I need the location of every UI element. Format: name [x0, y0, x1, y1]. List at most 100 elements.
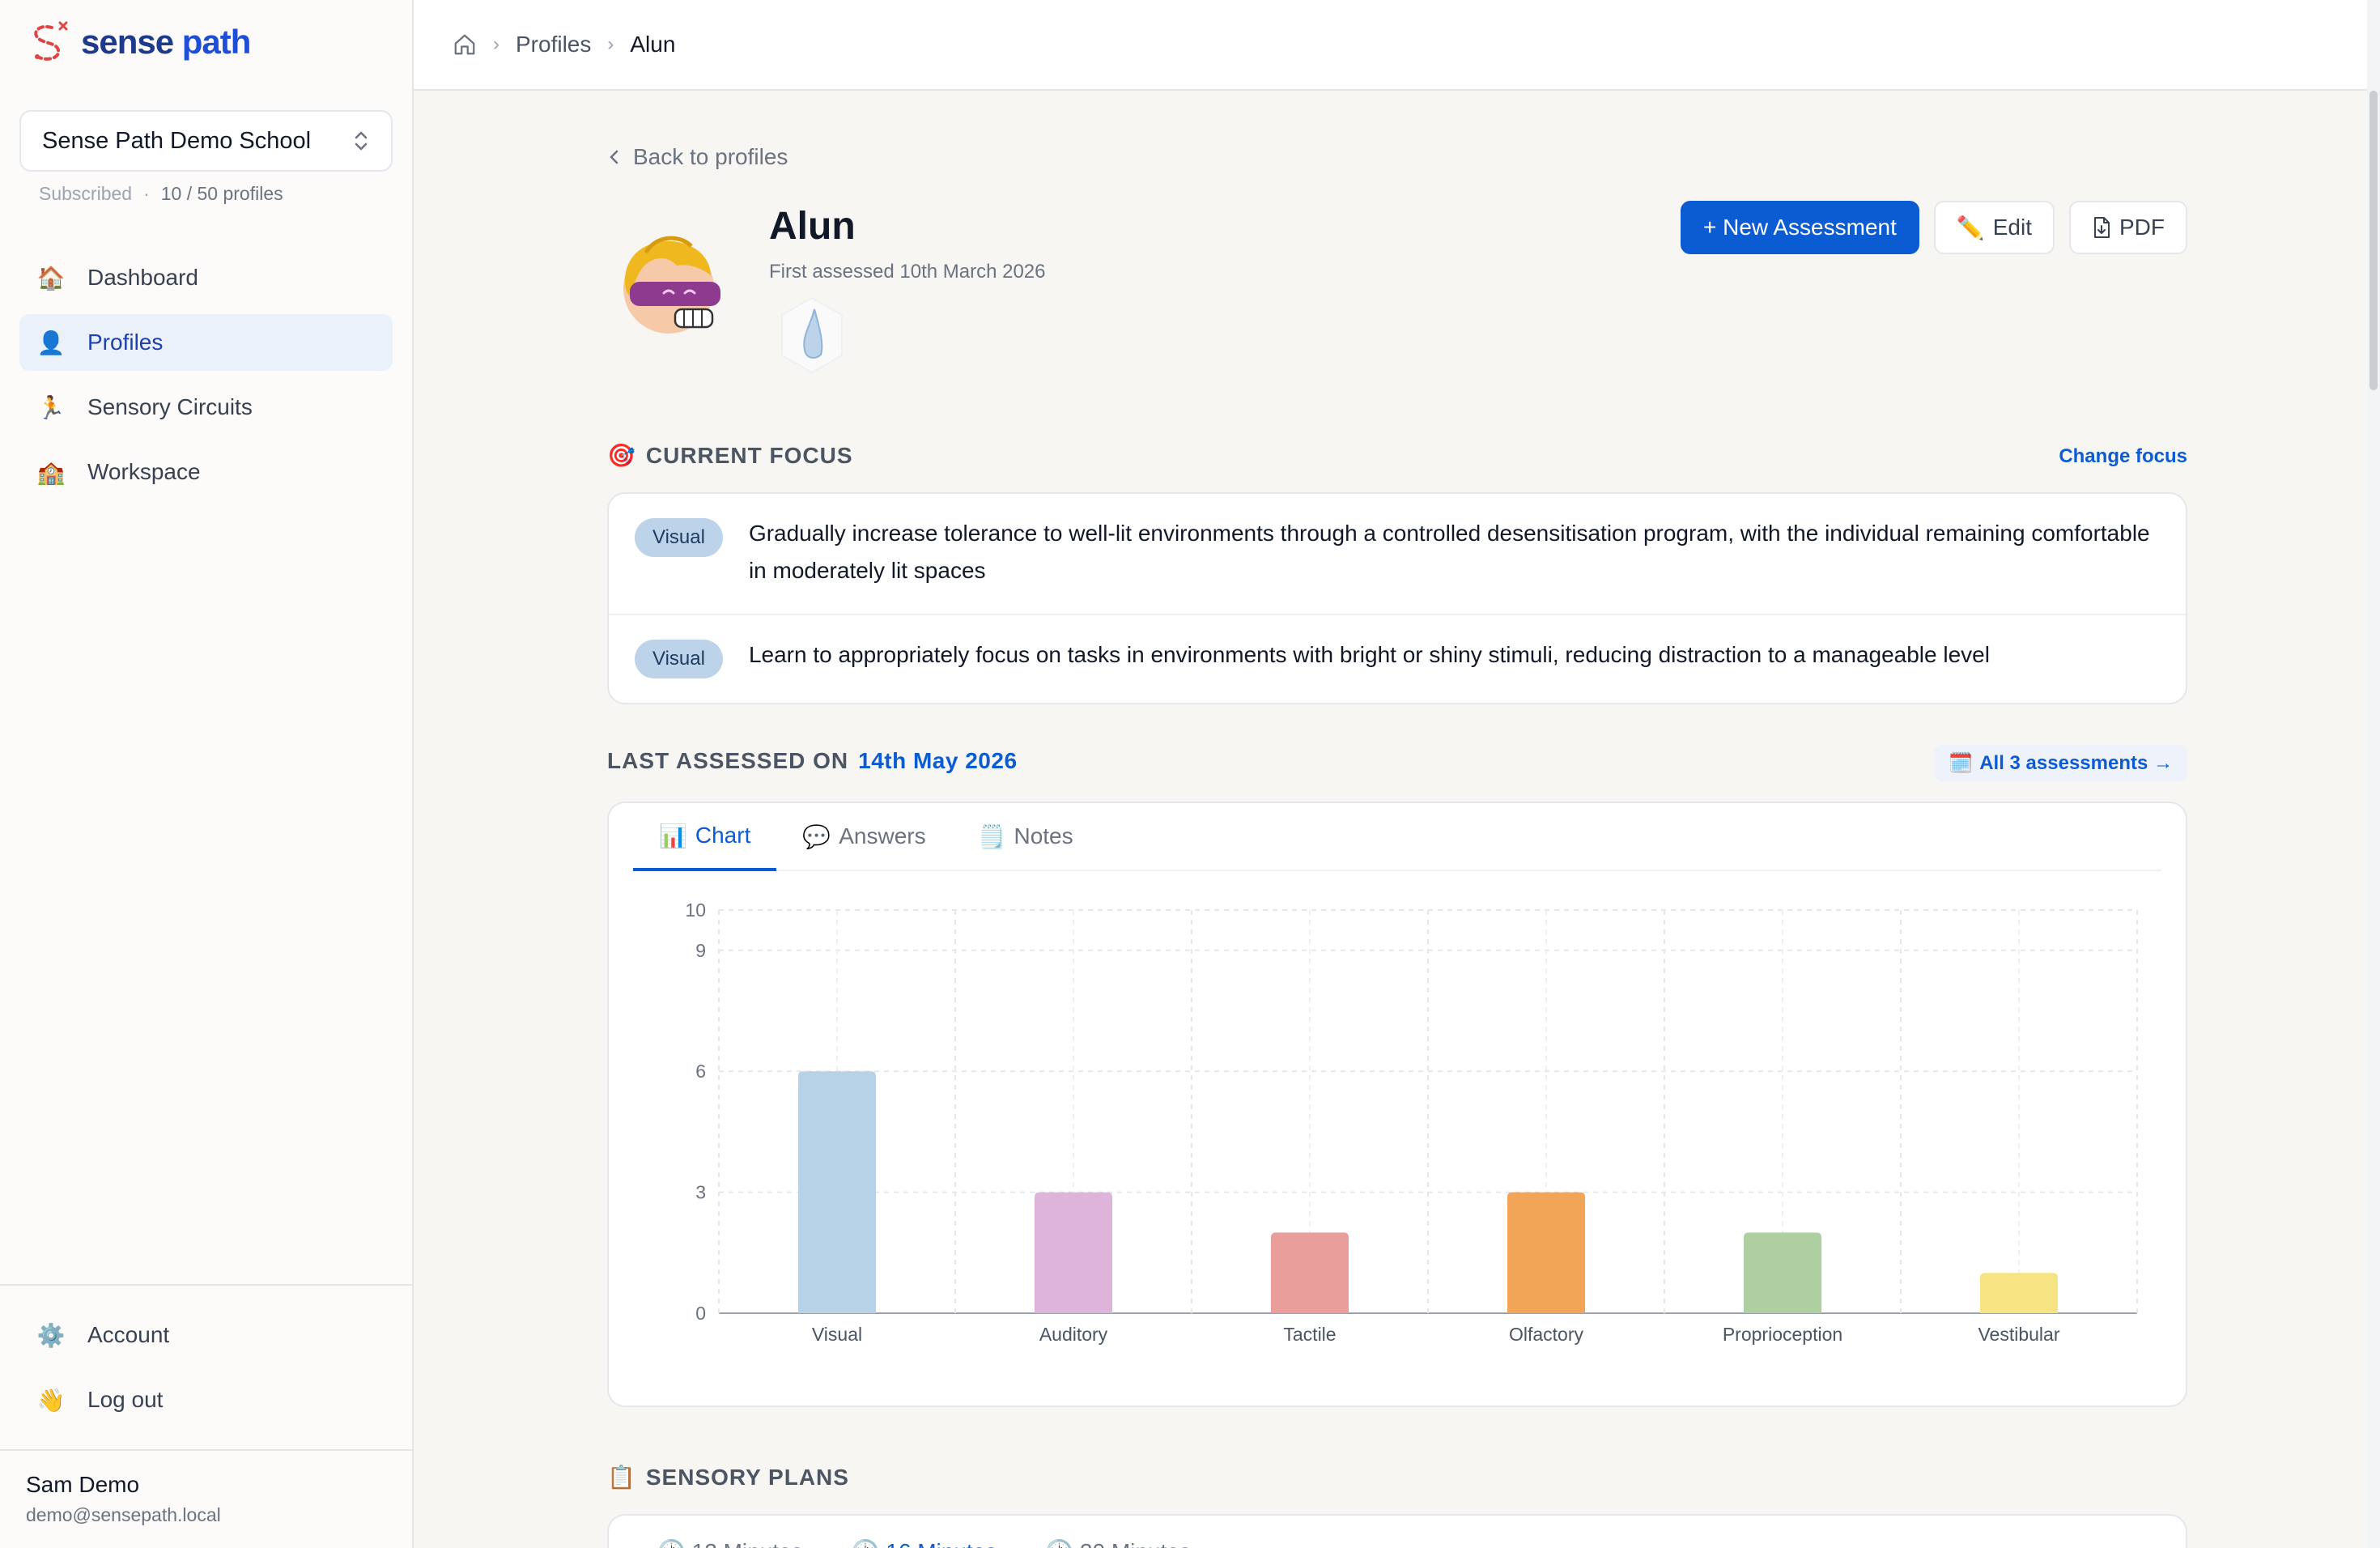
nav-label: Sensory Circuits	[87, 394, 253, 419]
current-focus-heading: 🎯 CURRENT FOCUS	[607, 442, 853, 469]
focus-tag: Visual	[635, 518, 723, 557]
breadcrumb-current: Alun	[630, 32, 676, 57]
chevron-right-icon: ›	[493, 33, 499, 55]
runner-icon: 🏃	[36, 394, 66, 420]
nav-item-logout[interactable]: 👋 Log out	[19, 1372, 393, 1428]
focus-item: Visual Learn to appropriately focus on t…	[609, 614, 2186, 703]
tab-label: Notes	[1014, 823, 1073, 848]
last-assessed-date: 14th May 2026	[858, 748, 1018, 773]
nav-item-dashboard[interactable]: 🏠 Dashboard	[19, 249, 393, 306]
y-tick-label: 10	[685, 899, 706, 921]
edit-label: Edit	[1992, 215, 2032, 240]
nav-item-workspace[interactable]: 🏫 Workspace	[19, 444, 393, 500]
bar-auditory[interactable]	[1035, 1192, 1112, 1313]
bar-proprioception[interactable]	[1744, 1232, 1821, 1313]
main-nav: 🏠 Dashboard 👤 Profiles 🏃 Sensory Circuit…	[19, 249, 393, 508]
home-icon[interactable]	[453, 32, 477, 57]
all-assessments-link[interactable]: 🗓️ All 3 assessments →	[1934, 745, 2187, 781]
pencil-icon: ✏️	[1956, 215, 1985, 240]
y-tick-label: 9	[695, 940, 706, 961]
chevron-up-down-icon	[355, 131, 368, 151]
back-label: Back to profiles	[633, 144, 788, 169]
plan-tab-20[interactable]: 🕐 20 Minutes	[1045, 1538, 1191, 1548]
sensory-plans-heading: 📋 SENSORY PLANS	[607, 1464, 849, 1491]
nav-label: Log out	[87, 1387, 164, 1412]
y-tick-label: 0	[695, 1303, 706, 1324]
breadcrumb-profiles[interactable]: Profiles	[516, 32, 592, 57]
focus-item: Visual Gradually increase tolerance to w…	[609, 494, 2186, 614]
x-tick-label: Olfactory	[1509, 1324, 1584, 1345]
x-tick-label: Proprioception	[1723, 1324, 1842, 1345]
school-selector[interactable]: Sense Path Demo School	[19, 110, 393, 172]
last-assessed-prefix: LAST ASSESSED ON	[607, 748, 849, 773]
sensory-plans-card: 🕐 12 Minutes 🕐 16 Minutes 🕐 20 Minutes	[607, 1514, 2187, 1548]
x-tick-label: Auditory	[1039, 1324, 1108, 1345]
school-name: Sense Path Demo School	[42, 127, 312, 154]
user-name: Sam Demo	[26, 1472, 140, 1497]
focus-card: Visual Gradually increase tolerance to w…	[607, 492, 2187, 704]
first-assessed-date: First assessed 10th March 2026	[769, 261, 1046, 283]
focus-text: Learn to appropriately focus on tasks in…	[748, 642, 1990, 667]
tab-label: Answers	[839, 823, 926, 848]
speech-bubble-icon: 💬	[802, 823, 831, 849]
edit-button[interactable]: ✏️ Edit	[1933, 201, 2055, 254]
breadcrumb: › Profiles › Alun	[414, 0, 2380, 91]
assessment-tabs: 📊 Chart 💬 Answers 🗒️ Notes	[633, 803, 2161, 871]
plan-tab-12[interactable]: 🕐 12 Minutes	[657, 1538, 803, 1548]
subscription-info: Subscribed · 10 / 50 profiles	[39, 183, 283, 205]
scrollbar-thumb[interactable]	[2369, 91, 2378, 390]
change-focus-link[interactable]: Change focus	[2059, 445, 2187, 467]
school-icon: 🏫	[36, 459, 66, 485]
wave-icon: 👋	[36, 1387, 66, 1413]
notepad-icon: 🗒️	[977, 823, 1006, 849]
tab-chart[interactable]: 📊 Chart	[633, 803, 777, 871]
last-assessed-heading: LAST ASSESSED ON 14th May 2026	[607, 748, 1018, 774]
chevron-right-icon: ›	[607, 33, 614, 55]
pdf-button[interactable]: PDF	[2069, 201, 2187, 254]
y-tick-label: 6	[695, 1061, 706, 1082]
plan-duration-tabs: 🕐 12 Minutes 🕐 16 Minutes 🕐 20 Minutes	[609, 1516, 2186, 1548]
focus-tag: Visual	[635, 640, 723, 678]
profile-actions: + New Assessment ✏️ Edit PDF	[1681, 201, 2187, 254]
scrollbar[interactable]	[2367, 0, 2380, 1548]
user-email: demo@sensepath.local	[26, 1504, 221, 1525]
focus-text: Gradually increase tolerance to well-lit…	[748, 521, 2150, 583]
tab-notes[interactable]: 🗒️ Notes	[952, 803, 1099, 870]
nav-item-profiles[interactable]: 👤 Profiles	[19, 314, 393, 371]
clipboard-icon: 📋	[607, 1465, 636, 1490]
sidebar-divider	[0, 1284, 414, 1286]
tab-answers[interactable]: 💬 Answers	[776, 803, 951, 870]
bar-tactile[interactable]	[1271, 1232, 1349, 1313]
profile-name: Alun	[769, 205, 856, 248]
x-tick-label: Vestibular	[1978, 1324, 2059, 1345]
bar-chart-icon: 📊	[659, 823, 687, 848]
avatar	[623, 236, 720, 334]
nav-item-account[interactable]: ⚙️ Account	[19, 1307, 393, 1363]
target-icon: 🎯	[607, 443, 636, 468]
back-to-profiles-link[interactable]: Back to profiles	[607, 144, 788, 170]
new-assessment-button[interactable]: + New Assessment	[1681, 201, 1919, 254]
sidebar-divider	[0, 1449, 414, 1451]
house-icon: 🏠	[36, 265, 66, 291]
app-name: sense path	[81, 23, 251, 61]
pdf-label: PDF	[2119, 215, 2165, 240]
bar-vestibular[interactable]	[1980, 1273, 2058, 1313]
sidebar: sense path Sense Path Demo School Subscr…	[0, 0, 414, 1548]
sensory-bar-chart: 0 3 6 9 10 Visual Auditory Tactile Olfactory Prop…	[685, 899, 2138, 1345]
y-tick-label: 3	[695, 1182, 706, 1203]
tab-label: Chart	[695, 823, 751, 848]
bar-visual[interactable]	[798, 1071, 876, 1313]
app-logo[interactable]: sense path	[28, 19, 251, 65]
bar-olfactory[interactable]	[1507, 1192, 1585, 1313]
gear-icon: ⚙️	[36, 1322, 66, 1348]
sensory-plans-title: SENSORY PLANS	[645, 1464, 849, 1490]
current-user[interactable]: Sam Demo demo@sensepath.local	[26, 1472, 221, 1526]
crystal-badge-icon	[781, 296, 843, 374]
plan-tab-16[interactable]: 🕐 16 Minutes	[852, 1538, 997, 1548]
profile-count: 10 / 50 profiles	[160, 183, 283, 204]
nav-item-sensory-circuits[interactable]: 🏃 Sensory Circuits	[19, 379, 393, 436]
nav-label: Workspace	[87, 459, 201, 484]
x-tick-label: Tactile	[1283, 1324, 1336, 1345]
current-focus-title: CURRENT FOCUS	[645, 442, 853, 468]
assessment-card: 📊 Chart 💬 Answers 🗒️ Notes 0 3 6 9 10 Visual A…	[607, 802, 2187, 1407]
